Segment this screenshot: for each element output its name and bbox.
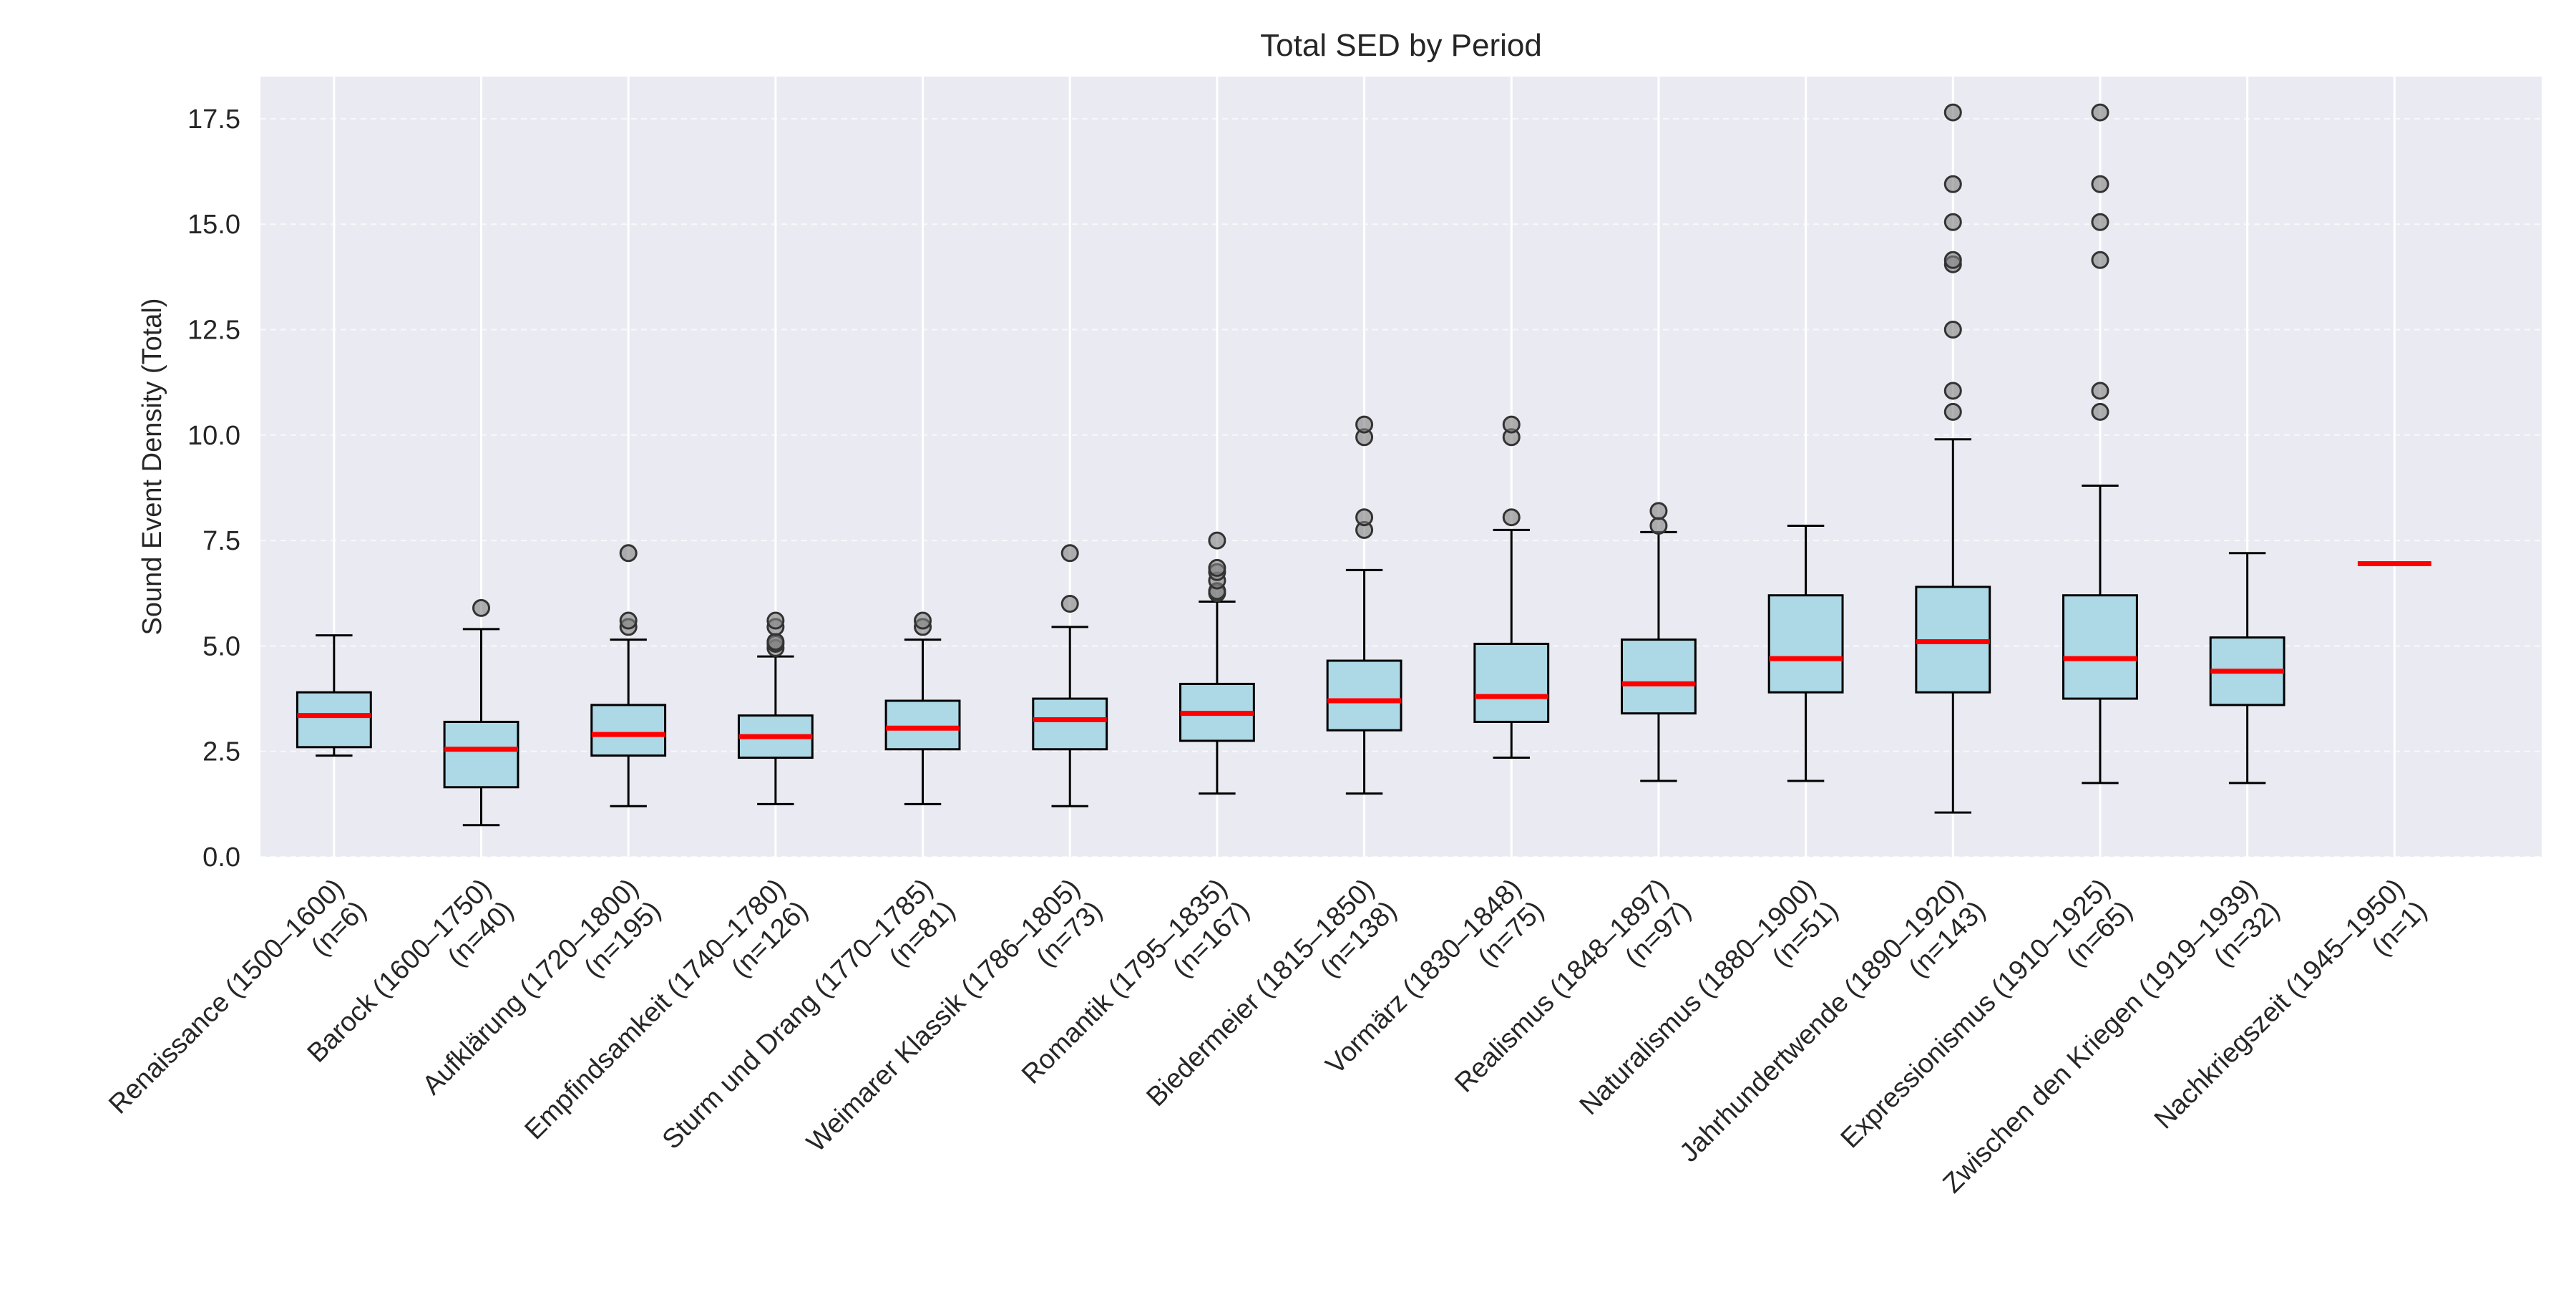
outlier-point — [2091, 382, 2109, 400]
y-axis-ticks: 0.0 2.5 5.0 7.5 10.0 12.5 15.0 17.5 — [187, 105, 240, 873]
outlier-point — [2091, 402, 2109, 421]
x-tick-period: Naturalismus (1880–1900) — [1574, 873, 1822, 1121]
box-group — [1179, 531, 1255, 795]
box-group — [884, 611, 961, 805]
box-iqr — [884, 699, 961, 751]
outlier-point — [1943, 321, 1962, 339]
box-group — [1767, 524, 1844, 782]
box-group — [1032, 544, 1108, 807]
box-iqr — [1473, 642, 1550, 723]
y-tick-label: 15.0 — [187, 210, 240, 240]
outlier-point — [2091, 103, 2109, 122]
box-iqr — [1326, 659, 1402, 732]
outlier-point — [1649, 502, 1668, 520]
box-group — [590, 544, 667, 807]
box-group — [296, 634, 372, 757]
outlier-point — [1943, 103, 1962, 122]
outlier-point — [1943, 175, 1962, 193]
y-tick-label: 7.5 — [203, 526, 240, 556]
box-iqr — [2062, 594, 2138, 700]
outlier-point — [1355, 415, 1374, 434]
x-axis-ticks: Renaissance (1500–1600)(n=6)Barock (1600… — [103, 873, 2433, 1199]
y-tick-label: 12.5 — [187, 316, 240, 346]
outlier-point — [1943, 382, 1962, 400]
box-group — [1473, 415, 1550, 759]
y-tick-label: 2.5 — [203, 737, 240, 767]
outlier-point — [1060, 594, 1079, 613]
outlier-point — [1943, 251, 1962, 269]
box-group — [1915, 103, 1991, 814]
outlier-point — [2091, 213, 2109, 231]
outlier-point — [1649, 516, 1668, 535]
outlier-point — [1943, 213, 1962, 231]
box-group — [443, 598, 519, 827]
chart-title: Total SED by Period — [1260, 28, 1542, 63]
box-iqr — [296, 691, 372, 749]
outlier-point — [766, 633, 785, 651]
box-group — [2062, 103, 2138, 785]
outlier-point — [1502, 508, 1521, 527]
outlier-point — [1943, 402, 1962, 421]
box-group — [2209, 552, 2285, 785]
outlier-point — [914, 611, 932, 630]
box-group — [737, 611, 814, 805]
box-group — [1621, 502, 1697, 782]
outlier-point — [1502, 415, 1521, 434]
outlier-point — [1208, 531, 1226, 550]
outlier-point — [619, 544, 638, 563]
y-axis-label: Sound Event Density (Total) — [137, 298, 167, 635]
y-tick-label: 17.5 — [187, 105, 240, 135]
outlier-point — [472, 598, 491, 617]
outlier-point — [1355, 508, 1374, 527]
x-tick-label: Nachkriegszeit (1945–1950)(n=1) — [2149, 873, 2433, 1157]
outlier-point — [766, 611, 785, 630]
x-tick-label: Renaissance (1500–1600)(n=6) — [103, 873, 372, 1142]
box-layer — [296, 103, 2431, 827]
y-tick-label: 0.0 — [203, 842, 240, 873]
box-group — [1326, 415, 1402, 795]
box-iqr — [1621, 638, 1697, 715]
x-tick-period: Renaissance (1500–1600) — [103, 873, 350, 1120]
outlier-point — [619, 611, 638, 630]
outlier-point — [2091, 251, 2109, 269]
box-iqr — [443, 720, 519, 789]
y-tick-label: 10.0 — [187, 421, 240, 451]
box-iqr — [1767, 594, 1844, 694]
outlier-point — [1060, 544, 1079, 563]
outlier-point — [2091, 175, 2109, 193]
box-iqr — [590, 704, 667, 757]
box-iqr — [1032, 697, 1108, 751]
outlier-point — [1208, 558, 1226, 577]
y-tick-label: 5.0 — [203, 631, 240, 661]
